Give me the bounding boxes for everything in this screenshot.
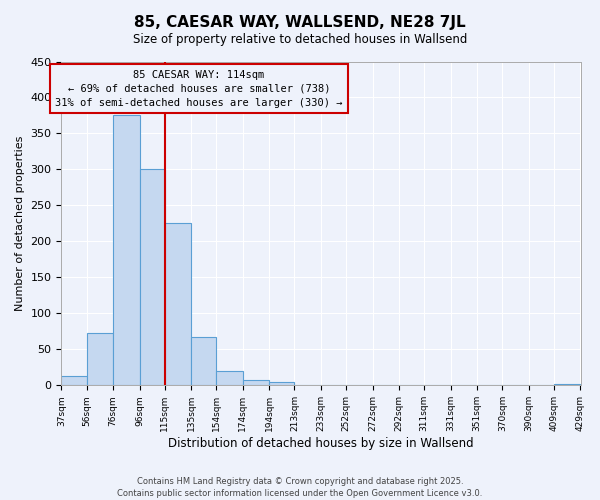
Bar bbox=[269, 382, 295, 386]
Bar bbox=[243, 380, 269, 386]
X-axis label: Distribution of detached houses by size in Wallsend: Distribution of detached houses by size … bbox=[168, 437, 474, 450]
Text: 85 CAESAR WAY: 114sqm
← 69% of detached houses are smaller (738)
31% of semi-det: 85 CAESAR WAY: 114sqm ← 69% of detached … bbox=[55, 70, 343, 108]
Bar bbox=[113, 116, 140, 386]
Text: 85, CAESAR WAY, WALLSEND, NE28 7JL: 85, CAESAR WAY, WALLSEND, NE28 7JL bbox=[134, 15, 466, 30]
Bar bbox=[191, 337, 217, 386]
Text: Size of property relative to detached houses in Wallsend: Size of property relative to detached ho… bbox=[133, 32, 467, 46]
Text: Contains HM Land Registry data © Crown copyright and database right 2025.
Contai: Contains HM Land Registry data © Crown c… bbox=[118, 476, 482, 498]
Bar bbox=[554, 384, 580, 386]
Bar bbox=[295, 384, 321, 386]
Y-axis label: Number of detached properties: Number of detached properties bbox=[15, 136, 25, 311]
Bar bbox=[86, 333, 113, 386]
Bar bbox=[217, 371, 243, 386]
Bar bbox=[61, 376, 86, 386]
Bar bbox=[164, 224, 191, 386]
Bar bbox=[140, 170, 164, 386]
